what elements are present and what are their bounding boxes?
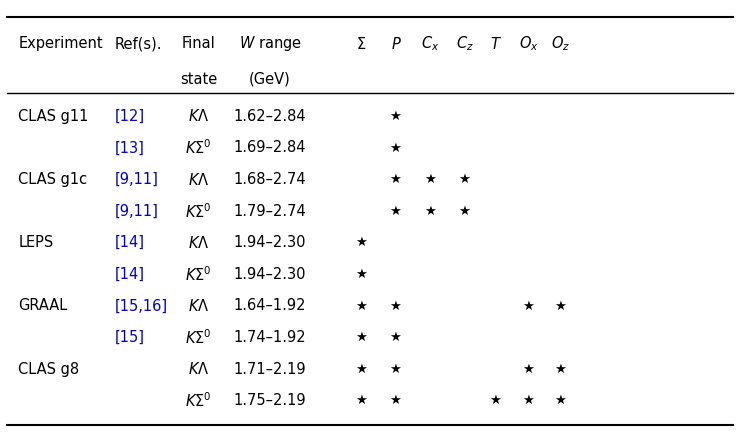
Text: $\bigstar$: $\bigstar$ xyxy=(458,173,471,186)
Text: $O_z$: $O_z$ xyxy=(551,35,571,53)
Text: $\bigstar$: $\bigstar$ xyxy=(354,330,368,343)
Text: [12]: [12] xyxy=(115,109,145,124)
Text: $T$: $T$ xyxy=(490,36,502,52)
Text: Ref(s).: Ref(s). xyxy=(115,36,162,51)
Text: $\bigstar$: $\bigstar$ xyxy=(389,299,403,312)
Text: $\bigstar$: $\bigstar$ xyxy=(354,236,368,249)
Text: [14]: [14] xyxy=(115,266,145,281)
Text: 1.74–1.92: 1.74–1.92 xyxy=(234,329,306,344)
Text: 1.68–2.74: 1.68–2.74 xyxy=(234,172,306,187)
Text: [14]: [14] xyxy=(115,235,145,250)
Text: $\bigstar$: $\bigstar$ xyxy=(554,299,568,312)
Text: $K\Sigma^0$: $K\Sigma^0$ xyxy=(185,391,212,409)
Text: (GeV): (GeV) xyxy=(249,71,291,86)
Text: state: state xyxy=(180,71,217,86)
Text: $\bigstar$: $\bigstar$ xyxy=(424,173,437,186)
Text: $K\Lambda$: $K\Lambda$ xyxy=(187,234,209,250)
Text: 1.62–2.84: 1.62–2.84 xyxy=(234,109,306,124)
Text: $K\Lambda$: $K\Lambda$ xyxy=(187,360,209,376)
Text: $\bigstar$: $\bigstar$ xyxy=(522,362,535,375)
Text: $C_x$: $C_x$ xyxy=(422,35,440,53)
Text: [15]: [15] xyxy=(115,329,145,344)
Text: LEPS: LEPS xyxy=(18,235,54,250)
Text: [15,16]: [15,16] xyxy=(115,298,168,313)
Text: [9,11]: [9,11] xyxy=(115,172,158,187)
Text: $O_x$: $O_x$ xyxy=(519,35,538,53)
Text: $K\Sigma^0$: $K\Sigma^0$ xyxy=(185,138,212,157)
Text: $K\Sigma^0$: $K\Sigma^0$ xyxy=(185,328,212,346)
Text: $\bigstar$: $\bigstar$ xyxy=(522,299,535,312)
Text: $K\Lambda$: $K\Lambda$ xyxy=(187,297,209,313)
Text: 1.64–1.92: 1.64–1.92 xyxy=(234,298,306,313)
Text: $K\Sigma^0$: $K\Sigma^0$ xyxy=(185,201,212,220)
Text: 1.94–2.30: 1.94–2.30 xyxy=(234,235,306,250)
Text: $\bigstar$: $\bigstar$ xyxy=(354,267,368,280)
Text: $\bigstar$: $\bigstar$ xyxy=(554,362,568,375)
Text: 1.69–2.84: 1.69–2.84 xyxy=(234,140,306,155)
Text: $\bigstar$: $\bigstar$ xyxy=(389,110,403,123)
Text: CLAS g1c: CLAS g1c xyxy=(18,172,87,187)
Text: $K\Sigma^0$: $K\Sigma^0$ xyxy=(185,265,212,283)
Text: $\bigstar$: $\bigstar$ xyxy=(354,393,368,406)
Text: $P$: $P$ xyxy=(391,36,401,52)
Text: $\bigstar$: $\bigstar$ xyxy=(389,330,403,343)
Text: $\bigstar$: $\bigstar$ xyxy=(389,173,403,186)
Text: Experiment: Experiment xyxy=(18,36,103,51)
Text: 1.79–2.74: 1.79–2.74 xyxy=(234,203,306,218)
Text: $\bigstar$: $\bigstar$ xyxy=(354,362,368,375)
Text: 1.75–2.19: 1.75–2.19 xyxy=(234,392,306,407)
Text: $\bigstar$: $\bigstar$ xyxy=(389,393,403,406)
Text: 1.94–2.30: 1.94–2.30 xyxy=(234,266,306,281)
Text: GRAAL: GRAAL xyxy=(18,298,68,313)
Text: $\bigstar$: $\bigstar$ xyxy=(389,204,403,217)
Text: $\bigstar$: $\bigstar$ xyxy=(489,393,502,406)
Text: Final: Final xyxy=(181,36,215,51)
Text: 1.71–2.19: 1.71–2.19 xyxy=(234,361,306,376)
Text: $\bigstar$: $\bigstar$ xyxy=(458,204,471,217)
Text: $\bigstar$: $\bigstar$ xyxy=(424,204,437,217)
Text: $K\Lambda$: $K\Lambda$ xyxy=(187,108,209,124)
Text: CLAS g11: CLAS g11 xyxy=(18,109,89,124)
Text: $W$ range: $W$ range xyxy=(238,34,302,53)
Text: $\Sigma$: $\Sigma$ xyxy=(356,36,366,52)
Text: $C_z$: $C_z$ xyxy=(456,35,474,53)
Text: [13]: [13] xyxy=(115,140,144,155)
Text: $\bigstar$: $\bigstar$ xyxy=(554,393,568,406)
Text: CLAS g8: CLAS g8 xyxy=(18,361,80,376)
Text: $\bigstar$: $\bigstar$ xyxy=(522,393,535,406)
Text: $K\Lambda$: $K\Lambda$ xyxy=(187,171,209,187)
Text: $\bigstar$: $\bigstar$ xyxy=(354,299,368,312)
Text: $\bigstar$: $\bigstar$ xyxy=(389,362,403,375)
Text: $\bigstar$: $\bigstar$ xyxy=(389,141,403,154)
Text: [9,11]: [9,11] xyxy=(115,203,158,218)
